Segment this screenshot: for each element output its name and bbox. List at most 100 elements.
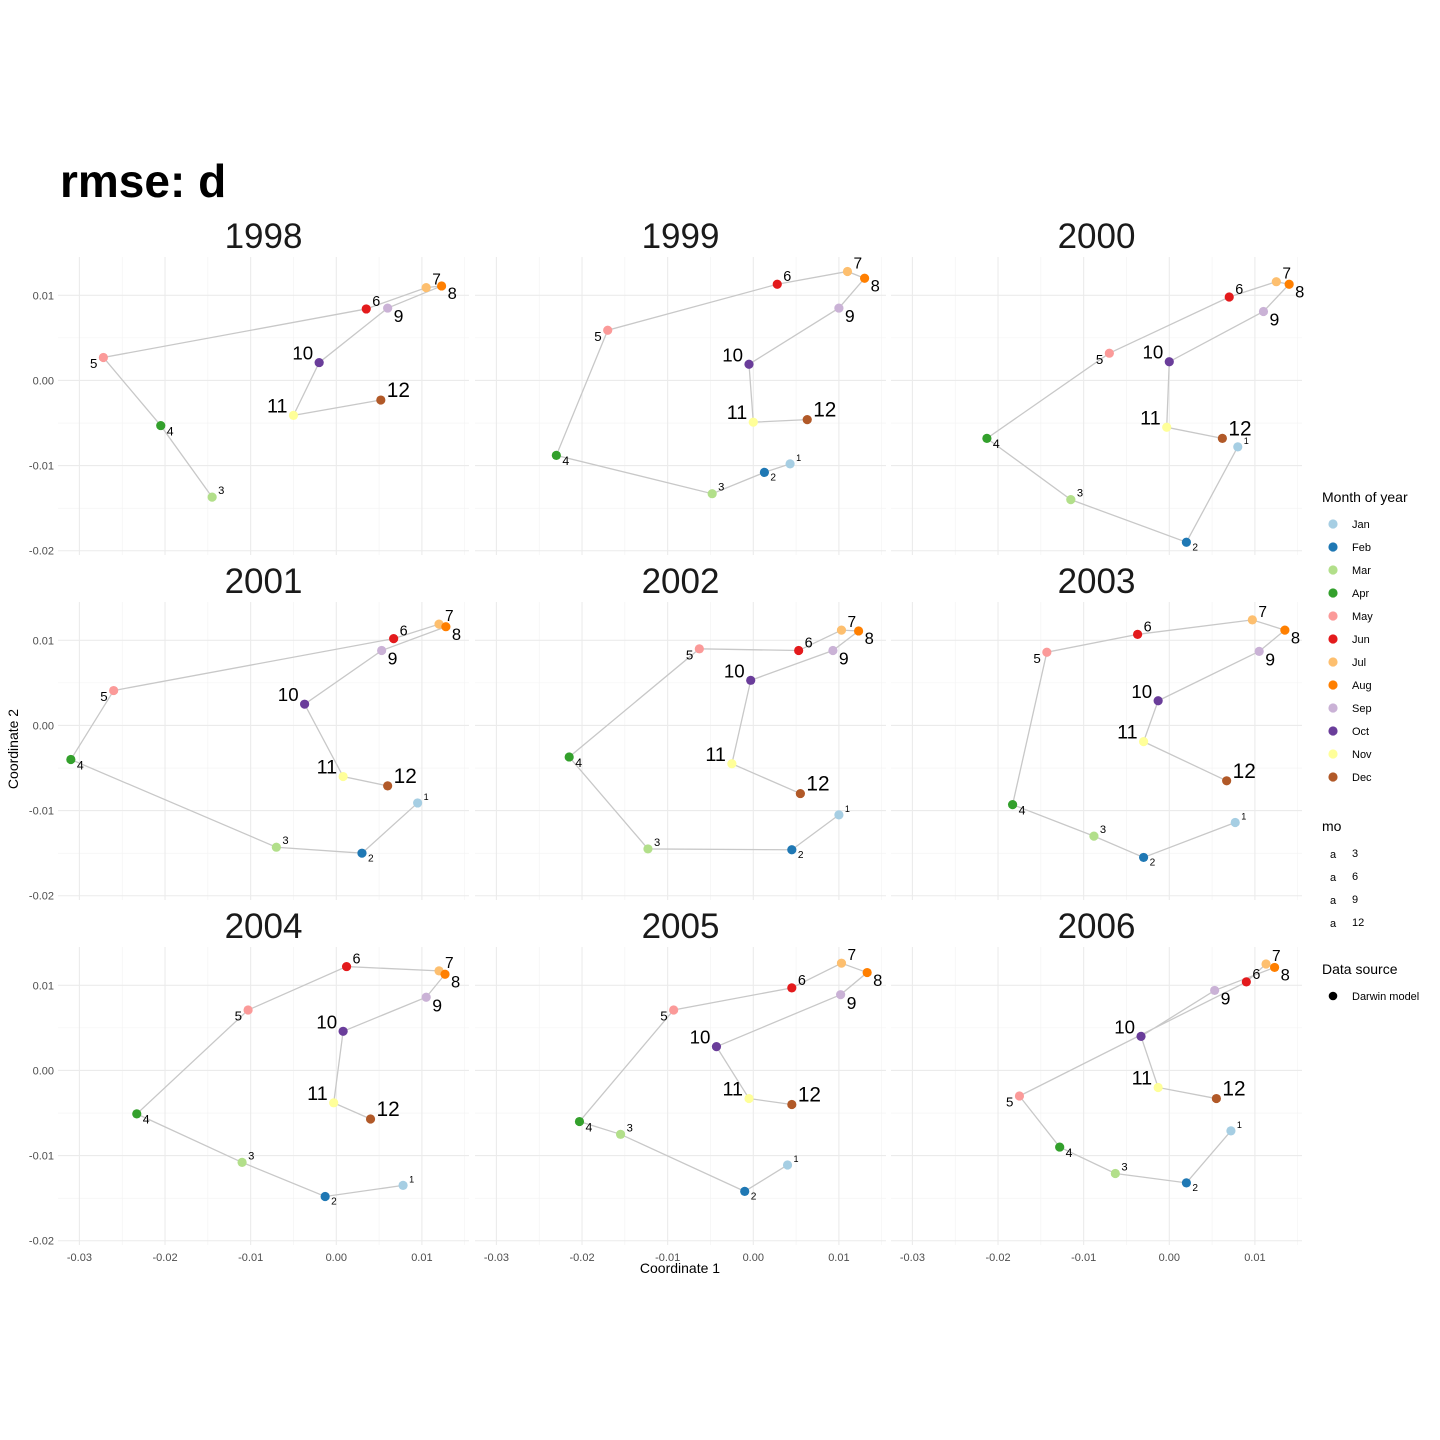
point-month-11 bbox=[1153, 1082, 1163, 1093]
y-tick-label: -0.02 bbox=[29, 546, 54, 558]
point-label: 5 bbox=[660, 1009, 667, 1024]
point-label: 3 bbox=[654, 837, 660, 849]
point-label: 5 bbox=[100, 689, 107, 704]
point-label: 2 bbox=[368, 853, 374, 864]
point-label: 2 bbox=[1150, 858, 1156, 869]
point-label: 7 bbox=[445, 955, 454, 972]
point-label: 4 bbox=[143, 1113, 150, 1127]
trajectory-line bbox=[578, 962, 869, 1193]
point-label: 7 bbox=[445, 608, 454, 625]
point-month-1 bbox=[413, 798, 423, 808]
point-month-5 bbox=[669, 1005, 679, 1015]
legend-label: 9 bbox=[1352, 894, 1358, 906]
x-tick-label: -0.03 bbox=[900, 1252, 925, 1264]
point-label: 9 bbox=[1265, 649, 1275, 669]
point-label: 1 bbox=[424, 792, 429, 802]
point-month-9 bbox=[834, 303, 844, 313]
trajectory-line bbox=[985, 281, 1291, 544]
point-month-7 bbox=[836, 958, 847, 968]
x-tick-label: -0.03 bbox=[484, 1252, 509, 1264]
point-month-3 bbox=[707, 489, 717, 499]
x-tick-label: 0.00 bbox=[326, 1252, 347, 1264]
y-tick-label: 0.01 bbox=[33, 980, 54, 992]
point-label: 3 bbox=[218, 485, 224, 497]
point-month-6 bbox=[361, 304, 371, 314]
point-label: 10 bbox=[1142, 342, 1163, 363]
point-month-4 bbox=[982, 433, 992, 443]
point-month-4 bbox=[1055, 1142, 1065, 1152]
point-label: 7 bbox=[1258, 604, 1267, 621]
legend-swatch-jan bbox=[1328, 519, 1338, 529]
y-tick-label: -0.02 bbox=[29, 891, 54, 903]
legend-label: May bbox=[1352, 611, 1373, 623]
legend-label: 6 bbox=[1352, 871, 1358, 883]
point-month-10 bbox=[1153, 696, 1163, 706]
point-label: 6 bbox=[1144, 619, 1152, 635]
point-month-5 bbox=[603, 325, 613, 335]
legend-size-title: mo bbox=[1322, 818, 1342, 834]
legend-label: Nov bbox=[1352, 749, 1372, 761]
panel-title: 1998 bbox=[225, 217, 303, 256]
point-label: 9 bbox=[847, 993, 857, 1013]
point-label: 11 bbox=[317, 757, 338, 779]
trajectory-line bbox=[1018, 963, 1277, 1184]
point-label: 3 bbox=[248, 1150, 254, 1162]
point-month-1 bbox=[785, 459, 795, 469]
point-label: 3 bbox=[718, 482, 724, 494]
legend-size-glyph: a bbox=[1330, 918, 1337, 930]
legend-label: Jun bbox=[1352, 634, 1370, 646]
legend: Month of year Jan Feb Mar Apr May Jun Jul Aug Sep… bbox=[1322, 489, 1419, 1003]
trajectory-line bbox=[135, 965, 447, 1198]
point-month-2 bbox=[357, 848, 367, 858]
point-label: 5 bbox=[235, 1009, 242, 1024]
point-month-10 bbox=[300, 699, 310, 709]
panel-2005: 2005-0.03 -0.02 -0.01 0.00 0.011234567891011… bbox=[475, 907, 886, 1264]
trajectory-line bbox=[568, 629, 861, 851]
y-tick-label: -0.01 bbox=[29, 806, 54, 818]
point-label: 8 bbox=[1291, 628, 1300, 647]
point-month-6 bbox=[794, 645, 804, 656]
point-label: 4 bbox=[77, 758, 84, 772]
x-tick-label: -0.03 bbox=[67, 1252, 92, 1264]
point-month-3 bbox=[1110, 1168, 1120, 1179]
point-month-5 bbox=[1014, 1091, 1025, 1101]
point-label: 5 bbox=[1033, 651, 1040, 666]
point-label: 12 bbox=[806, 773, 829, 796]
point-label: 12 bbox=[1228, 417, 1251, 440]
point-month-3 bbox=[271, 842, 281, 852]
point-label: 2 bbox=[798, 850, 804, 861]
point-label: 3 bbox=[1121, 1161, 1127, 1173]
point-month-8 bbox=[1284, 279, 1294, 289]
point-label: 11 bbox=[727, 402, 748, 424]
point-month-1 bbox=[1233, 442, 1243, 452]
point-label: 3 bbox=[1100, 824, 1106, 836]
point-label: 8 bbox=[871, 277, 880, 296]
point-month-5 bbox=[1042, 647, 1052, 657]
point-month-7 bbox=[1271, 277, 1281, 287]
point-month-10 bbox=[1136, 1031, 1146, 1041]
panel-title: 2005 bbox=[642, 907, 720, 946]
legend-label: Feb bbox=[1352, 542, 1371, 554]
trajectory-line bbox=[555, 270, 866, 495]
point-month-9 bbox=[1210, 985, 1220, 996]
point-month-10 bbox=[746, 675, 756, 685]
point-label: 4 bbox=[562, 454, 569, 468]
point-label: 7 bbox=[1282, 266, 1291, 283]
point-label: 12 bbox=[377, 1098, 400, 1121]
point-label: 12 bbox=[798, 1084, 821, 1107]
legend-swatch-apr bbox=[1328, 588, 1338, 598]
point-month-9 bbox=[421, 992, 431, 1002]
x-axis-title: Coordinate 1 bbox=[640, 1260, 720, 1276]
point-label: 5 bbox=[90, 356, 97, 371]
point-month-3 bbox=[643, 844, 653, 854]
point-month-11 bbox=[1162, 422, 1172, 432]
point-month-2 bbox=[787, 845, 797, 855]
point-label: 11 bbox=[1117, 722, 1138, 744]
point-label: 8 bbox=[452, 625, 461, 644]
point-label: 8 bbox=[451, 972, 460, 991]
point-label: 10 bbox=[690, 1027, 711, 1048]
point-month-8 bbox=[1280, 625, 1290, 635]
x-tick-label: -0.01 bbox=[238, 1252, 263, 1264]
